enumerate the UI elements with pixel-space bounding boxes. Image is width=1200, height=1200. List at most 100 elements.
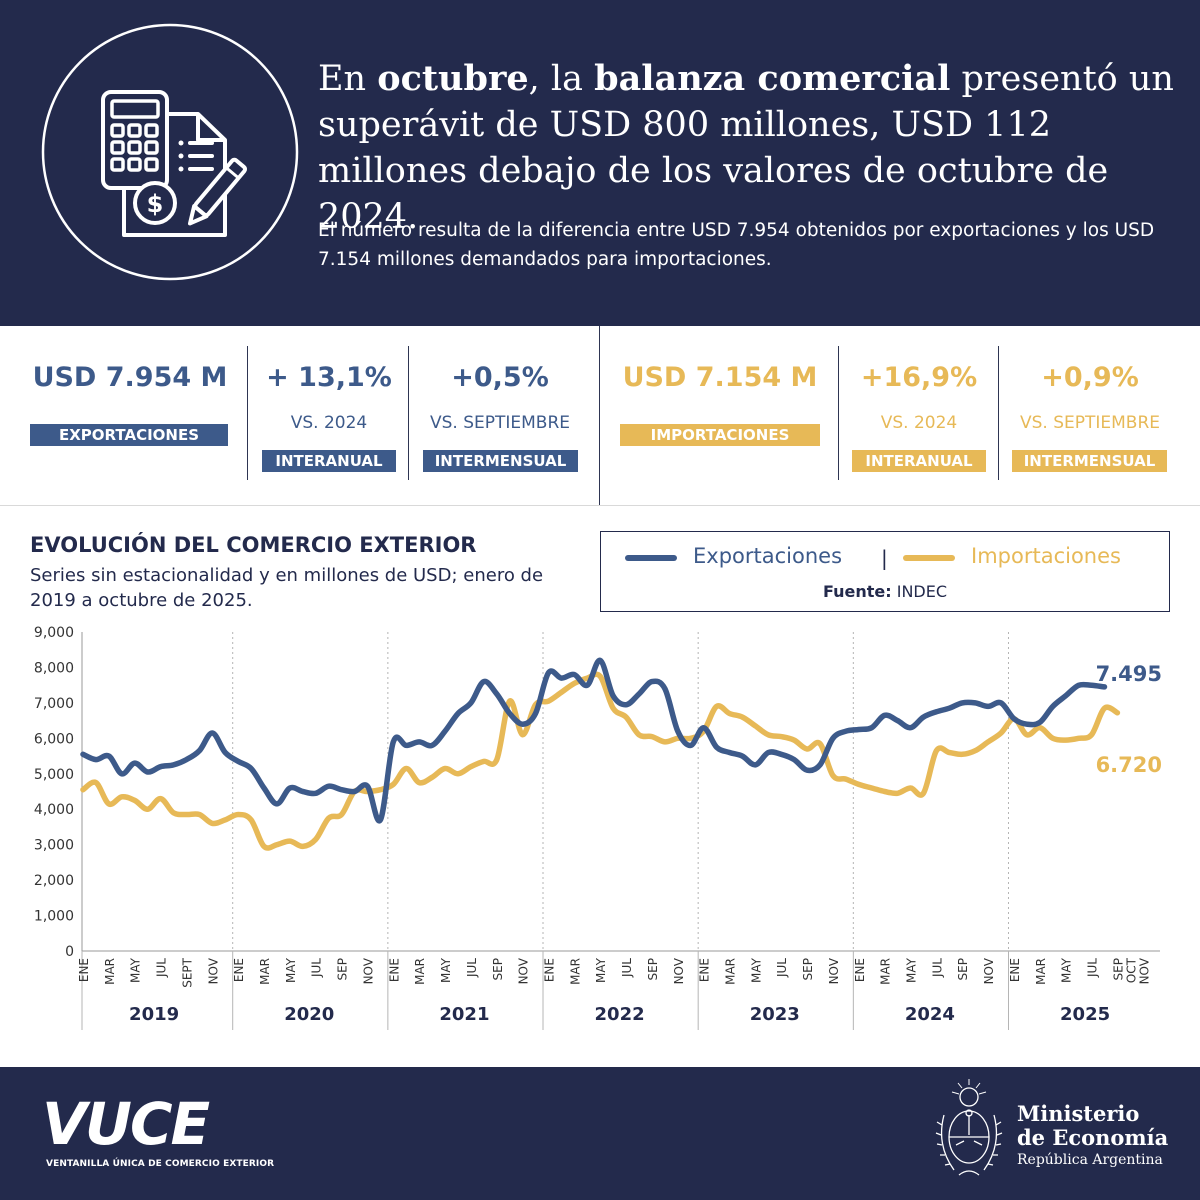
x-tick-label: SEP [801, 958, 815, 980]
ministry-name-line2: de Economía [1017, 1125, 1169, 1150]
x-tick-label: MAY [905, 957, 919, 983]
year-label: 2025 [1060, 1004, 1110, 1025]
legend-exports-swatch [625, 555, 677, 561]
stats-panel: USD 7.954 M EXPORTACIONES + 13,1% VS. 20… [0, 326, 1200, 506]
y-tick-label: 4,000 [34, 802, 74, 818]
vuce-logo: VUCE [42, 1090, 210, 1158]
x-tick-label: ENE [542, 958, 556, 982]
chart-title: EVOLUCIÓN DEL COMERCIO EXTERIOR [30, 533, 477, 557]
x-tick-label: MAR [568, 958, 582, 985]
x-tick-label: MAY [749, 957, 763, 983]
x-tick-label: NOV [982, 957, 996, 984]
svg-text:$: $ [147, 190, 164, 218]
y-tick-label: 1,000 [34, 909, 74, 925]
y-tick-label: 7,000 [34, 696, 74, 712]
chart-legend: Exportaciones | Importaciones Fuente: IN… [600, 531, 1170, 612]
y-tick-label: 6,000 [34, 731, 74, 747]
x-tick-label: MAR [1034, 958, 1048, 985]
x-tick-label: NOV [361, 957, 375, 984]
x-tick-label: ENE [387, 958, 401, 982]
year-label: 2020 [284, 1004, 334, 1025]
x-tick-label: NOV [827, 957, 841, 984]
legend-source: Fuente: INDEC [601, 582, 1169, 601]
exports-yoy-value: + 13,1% [266, 362, 392, 393]
section-divider [0, 505, 1200, 506]
y-tick-label: 3,000 [34, 838, 74, 854]
x-tick-label: MAR [103, 958, 117, 985]
y-tick-label: 5,000 [34, 767, 74, 783]
trade-line-chart: 0 1,000 2,000 3,000 4,000 5,000 6,000 7,000 8,00… [34, 625, 1162, 1030]
x-tick-label: NOV [206, 957, 220, 984]
x-tick-label: MAR [413, 958, 427, 985]
exports-yoy-tag: INTERANUAL [262, 450, 396, 472]
x-tick-label: MAY [129, 957, 143, 983]
x-tick-label: ENE [77, 958, 91, 982]
x-tick-label: SEP [956, 958, 970, 980]
x-tick-label: MAY [594, 957, 608, 983]
exports-end-label: 7.495 [1096, 662, 1162, 686]
year-label: 2022 [595, 1004, 645, 1025]
vuce-logo-subtitle: VENTANILLA ÚNICA DE COMERCIO EXTERIOR [46, 1159, 275, 1169]
x-tick-label: NOV [517, 957, 531, 984]
year-label: 2021 [439, 1004, 489, 1025]
x-tick-label: ENE [1008, 958, 1022, 982]
divider [247, 346, 248, 480]
imports-yoy-caption: VS. 2024 [880, 413, 958, 433]
x-tick-label: SEP [336, 958, 350, 980]
main-divider [599, 326, 600, 506]
x-tick-label: JUL [930, 958, 944, 978]
imports-yoy-tag: INTERANUAL [852, 450, 986, 472]
legend-imports-swatch [903, 555, 955, 561]
x-tick-label: MAR [258, 958, 272, 985]
divider [998, 346, 999, 480]
imports-mom-caption: VS. SEPTIEMBRE [1019, 413, 1161, 433]
x-tick-label: OCT [1124, 957, 1138, 983]
year-label: 2019 [129, 1004, 179, 1025]
x-tick-label: MAR [724, 958, 738, 985]
x-tick-label: NOV [1137, 957, 1151, 984]
imports-label: IMPORTACIONES [620, 424, 820, 446]
exports-total: USD 7.954 M [32, 362, 228, 393]
x-tick-label: JUL [310, 958, 324, 978]
headline-detail: El número resulta de la diferencia entre… [318, 220, 1155, 270]
x-tick-label: MAY [284, 957, 298, 983]
x-tick-label: ENE [853, 958, 867, 982]
calculator-invoice-pen-icon: $ [41, 23, 299, 281]
y-tick-label: 9,000 [34, 625, 74, 641]
x-tick-label: MAR [879, 958, 893, 985]
exports-mom-value: +0,5% [451, 362, 549, 393]
exports-mom-caption: VS. SEPTIEMBRE [429, 413, 571, 433]
x-tick-label: SEP [1111, 958, 1125, 980]
exports-yoy-caption: VS. 2024 [290, 413, 368, 433]
exports-label: EXPORTACIONES [30, 424, 228, 446]
legend-imports-label: Importaciones [971, 544, 1121, 568]
divider [838, 346, 839, 480]
imports-mom-value: +0,9% [1041, 362, 1139, 393]
imports-series-line [80, 671, 1121, 851]
x-tick-label: JUL [775, 958, 789, 978]
x-tick-label: MAY [1060, 957, 1074, 983]
x-tick-label: ENE [698, 958, 712, 982]
x-tick-label: JUL [155, 958, 169, 978]
imports-total: USD 7.154 M [622, 362, 818, 393]
source-value: INDEC [896, 582, 948, 601]
chart-subtitle: Series sin estacionalidad y en millones … [30, 565, 544, 611]
x-tick-label: NOV [672, 957, 686, 984]
x-tick-label: JUL [465, 958, 479, 978]
x-tick-label: JUL [620, 958, 634, 978]
divider [408, 346, 409, 480]
x-tick-label: ENE [232, 958, 246, 982]
headline: En octubre, la balanza comercial present… [318, 58, 1174, 237]
national-coat-of-arms-icon [935, 1079, 1003, 1176]
imports-yoy-value: +16,9% [860, 362, 978, 393]
y-tick-label: 8,000 [34, 660, 74, 676]
x-tick-label: JUL [1086, 958, 1100, 978]
ministry-country: República Argentina [1017, 1152, 1163, 1168]
exports-series-line [80, 657, 1108, 824]
x-tick-label: MAY [439, 957, 453, 983]
exports-mom-tag: INTERMENSUAL [423, 450, 578, 472]
y-tick-label: 2,000 [34, 873, 74, 889]
x-tick-label: SEPT [180, 957, 194, 987]
imports-mom-tag: INTERMENSUAL [1012, 450, 1167, 472]
ministry-name-line1: Ministerio [1017, 1101, 1140, 1126]
